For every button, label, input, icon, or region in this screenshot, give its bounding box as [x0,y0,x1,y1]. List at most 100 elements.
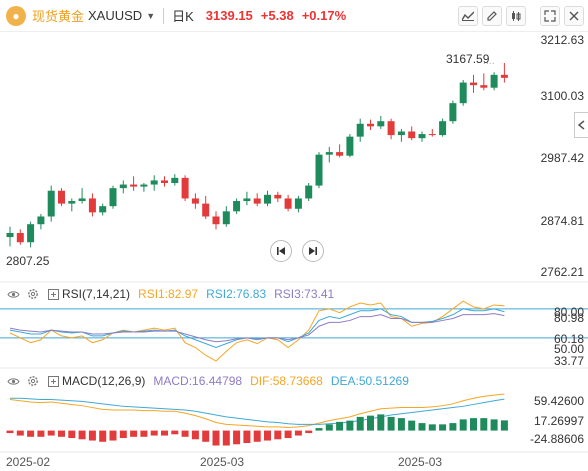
macd-histogram-bar [408,420,416,431]
settings-icon[interactable] [26,374,40,388]
macd-legend: MACD(12,26,9) MACD:16.44798 DIF:58.73668… [0,373,409,389]
macd-histogram-bar [274,430,282,440]
rsi2-line [9,308,505,349]
rsi1-line [9,300,505,362]
candle-body [284,198,292,209]
price-axis-label: 2987.42 [540,151,584,165]
rsi3-value: RSI3:73.41 [274,287,335,301]
macd-histogram-bar [253,430,261,442]
candle-body [181,177,189,199]
macd-histogram-bar [109,430,117,441]
indicator-icon[interactable] [458,6,478,26]
candle-body [408,131,416,139]
dea-value: DEA:50.51269 [330,374,409,388]
low-annotation: 2807.25 [6,254,50,268]
scroll-right-button[interactable] [302,240,324,262]
macd-histogram-bar [490,419,498,431]
eye-icon[interactable] [6,374,20,388]
candle-body [27,224,35,243]
macd-histogram-bar [336,421,344,431]
price-axis-label: 2874.81 [540,214,584,228]
macd-histogram-bar [264,430,271,441]
macd-histogram-bar [202,430,210,442]
instrument-symbol[interactable]: XAUUSD [88,8,143,23]
chevron-down-icon[interactable]: ▼ [146,10,156,21]
macd-histogram-bar [397,418,405,431]
candle-body [428,134,436,136]
timeframe-selector[interactable]: 日K [172,9,194,24]
macd-histogram-bar [47,430,55,436]
candle-body [397,131,405,136]
price-change-percent: +0.17% [301,8,347,23]
expand-icon[interactable] [46,374,60,388]
candle-body [150,180,158,185]
price-change: +5.38 [260,8,294,23]
candle-body [377,121,385,127]
candle-body [119,184,127,189]
macd-histogram-bar [480,418,488,431]
macd-histogram-bar [346,420,354,431]
macd-value: MACD:16.44798 [153,374,243,388]
macd-histogram-bar [58,430,65,437]
draw-icon[interactable] [482,6,502,26]
macd-histogram-bar [37,430,45,437]
candle-body [88,198,96,213]
candle-body [253,198,261,204]
candle-body [305,185,313,199]
macd-histogram-bar [439,424,447,431]
macd-axis-label: 17.26997 [533,414,584,428]
macd-histogram-bar [356,416,364,431]
eye-icon[interactable] [6,287,20,301]
candle-body [480,85,488,88]
macd-histogram-bar [99,430,107,442]
macd-histogram-bar [428,424,436,431]
candle-body [346,136,354,156]
macd-histogram-bar [181,430,189,437]
macd-name: MACD(12,26,9) [62,374,146,388]
current-price: 3139.15 [205,8,253,23]
rsi-axis-label: 60.18 [553,332,584,346]
expand-icon[interactable] [46,287,60,301]
macd-axis-label: -24.88606 [529,432,584,446]
settings-icon[interactable] [26,287,40,301]
x-axis-label: 2025-02 [6,455,51,469]
rsi1-value: RSI1:82.97 [138,287,199,301]
candle-body [274,194,282,199]
macd-histogram-bar [387,416,395,431]
macd-histogram-bar [305,430,313,434]
chart-type-icon[interactable] [506,6,526,26]
macd-histogram-bar [459,419,467,431]
dif-value: DIF:58.73668 [250,374,323,388]
scroll-left-button[interactable] [270,240,292,262]
candle-body [367,123,374,127]
candle-body [16,232,24,243]
macd-histogram-bar [325,424,333,431]
macd-histogram-bar [88,430,96,441]
macd-histogram-bar [27,430,35,437]
rsi-axis-label: 80.98 [553,311,584,325]
candle-body [264,194,271,204]
macd-histogram-bar [377,414,385,431]
candle-body [212,216,220,225]
macd-histogram-bar [470,418,477,431]
candle-body [68,201,76,204]
dif-line [9,393,505,428]
macd-histogram-bar [212,430,220,446]
candle-body [171,177,179,184]
price-axis-label: 2762.21 [540,265,584,279]
rsi-legend: RSI(7,14,21) RSI1:82.97 RSI2:76.83 RSI3:… [0,286,334,302]
macd-histogram-bar [171,430,179,435]
macd-histogram-bar [191,430,199,440]
macd-histogram-bar [130,430,138,437]
candle-body [191,198,199,204]
price-axis-label: 3100.03 [540,89,584,103]
fullscreen-icon[interactable] [540,6,560,26]
instrument-title[interactable]: 现货黄金 [32,9,85,24]
close-icon[interactable] [564,6,584,26]
side-panel-toggle[interactable] [574,112,588,138]
candle-body [78,198,86,202]
candle-body [459,82,467,104]
macd-histogram-bar [161,430,168,436]
rsi-axis-label: 80.00 [553,305,584,319]
